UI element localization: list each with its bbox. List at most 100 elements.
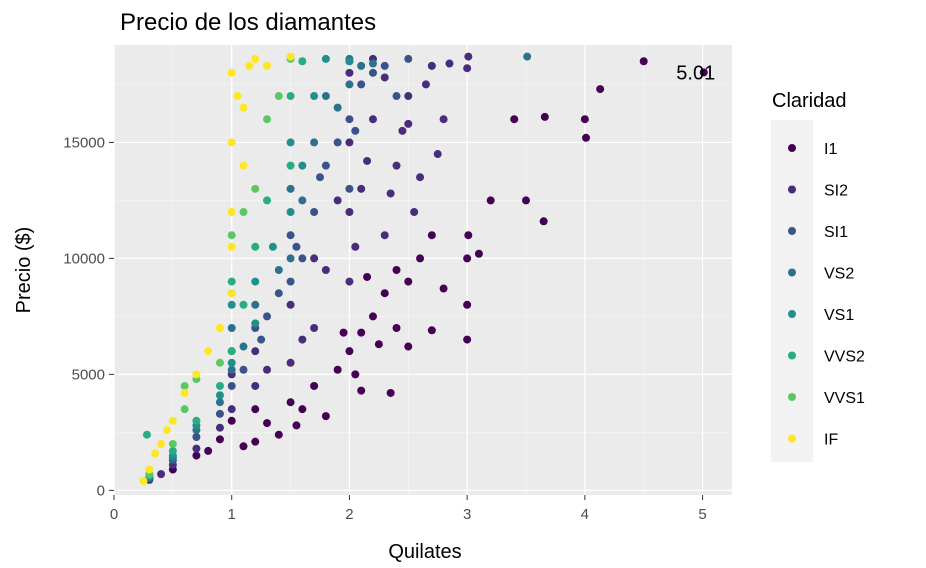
data-point [310, 323, 319, 332]
data-point [386, 189, 395, 198]
data-point [151, 449, 160, 458]
data-point [298, 405, 307, 414]
legend-label: IF [824, 432, 838, 449]
data-point [286, 254, 295, 263]
data-point [251, 184, 260, 193]
data-point [245, 61, 254, 70]
data-point [215, 358, 224, 367]
data-points [139, 52, 708, 486]
data-point [321, 54, 330, 63]
outlier-annotation: 5.01 [676, 62, 715, 84]
legend-key [788, 310, 796, 318]
data-point [433, 150, 442, 159]
data-point [298, 335, 307, 344]
legend-label: VVS1 [824, 390, 865, 407]
legend-title: Claridad [772, 90, 846, 112]
data-point [286, 161, 295, 170]
legend-key [788, 227, 796, 235]
data-point [215, 391, 224, 400]
legend-key [788, 185, 796, 194]
data-point [404, 342, 413, 351]
legend-item: I1 [788, 141, 837, 158]
data-point [386, 388, 395, 397]
data-point [510, 115, 519, 124]
data-point [263, 196, 272, 205]
y-tick-label: 0 [97, 482, 105, 499]
data-point [380, 231, 389, 240]
data-point [321, 161, 330, 170]
data-point [463, 300, 472, 309]
legend-item: SI1 [788, 224, 848, 241]
legend-label: SI2 [824, 183, 848, 200]
data-point [286, 398, 295, 407]
data-point [404, 277, 413, 286]
data-point [192, 451, 201, 460]
data-point [239, 208, 248, 217]
data-point [368, 68, 377, 77]
data-point [227, 289, 236, 298]
legend-item: SI2 [788, 183, 848, 200]
series-if [139, 52, 295, 486]
data-point [357, 61, 366, 70]
data-point [227, 358, 236, 367]
data-point [286, 358, 295, 367]
data-point [392, 266, 401, 274]
data-point [239, 300, 248, 309]
data-point [474, 249, 483, 258]
data-point [380, 73, 389, 82]
legend-item: VS1 [788, 307, 854, 324]
data-point [239, 442, 248, 451]
data-point [540, 112, 549, 121]
legend-label: VS1 [824, 307, 854, 324]
data-point [410, 208, 419, 217]
data-point [404, 92, 413, 101]
data-point [380, 289, 389, 298]
data-point [251, 300, 260, 309]
data-point [286, 92, 295, 101]
data-point [180, 388, 189, 397]
data-point [227, 208, 236, 217]
legend-key [788, 434, 796, 443]
data-point [392, 92, 401, 101]
data-point [310, 208, 319, 217]
legend-label: I1 [824, 141, 837, 158]
data-point [345, 277, 354, 286]
data-point [239, 365, 248, 374]
data-point [351, 126, 360, 135]
data-point [251, 381, 260, 390]
legend-label: VVS2 [824, 349, 865, 366]
x-tick-label: 1 [228, 506, 236, 523]
data-point [404, 119, 413, 128]
data-point [298, 57, 307, 66]
data-point [464, 52, 473, 61]
y-tick-label: 10000 [63, 250, 105, 267]
data-point [157, 439, 166, 448]
legend-key-background [771, 120, 813, 462]
data-point [145, 465, 154, 474]
x-tick-label: 5 [698, 506, 706, 523]
data-point [227, 323, 236, 332]
data-point [321, 266, 330, 274]
data-point [363, 156, 372, 165]
data-point [699, 68, 708, 77]
data-point [333, 103, 342, 112]
legend-label: VS2 [824, 266, 854, 283]
data-point [523, 52, 532, 61]
series-i1 [145, 57, 708, 483]
data-point [368, 312, 377, 321]
data-point [486, 196, 495, 205]
data-point [274, 430, 283, 439]
data-point [180, 405, 189, 414]
data-point [310, 254, 319, 263]
data-point [333, 138, 342, 147]
data-point [333, 196, 342, 205]
data-point [227, 347, 236, 356]
data-point [239, 161, 248, 170]
data-point [192, 370, 201, 379]
data-point [596, 85, 605, 94]
data-point [286, 52, 295, 61]
data-point [251, 54, 260, 63]
data-point [380, 61, 389, 70]
x-tick-label: 2 [345, 506, 353, 523]
